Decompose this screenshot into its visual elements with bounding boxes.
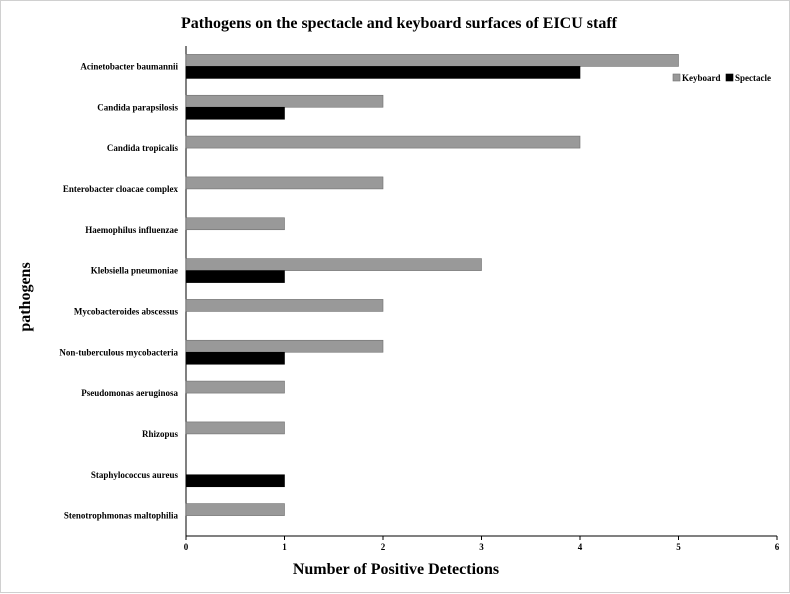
bar-keyboard-enterobacter-cloacae-complex — [185, 176, 384, 190]
category-label-stenotrophmonas-maltophilia: Stenotrophmonas maltophilia — [64, 511, 179, 521]
x-axis-ticks: 0 1 2 3 4 5 6 — [184, 536, 780, 552]
legend-swatch-keyboard — [672, 73, 681, 82]
category-label-haemophilus-influenzae: Haemophilus influenzae — [85, 225, 178, 235]
legend-label-keyboard: Keyboard — [682, 73, 721, 83]
bar-keyboard-acinetobacter-baumannii — [185, 54, 679, 67]
x-tick-label-6: 6 — [775, 542, 780, 552]
bar-keyboard-rhizopus — [185, 421, 285, 435]
category-labels: Acinetobacter baumannii Candida parapsilo… — [59, 61, 178, 520]
bar-keyboard-non-tuberculous-mycobacteria — [185, 339, 384, 353]
legend-label-spectacle: Spectacle — [735, 73, 771, 83]
category-label-non-tuberculous-mycobacteria: Non-tuberculous mycobacteria — [59, 347, 178, 357]
bar-spectacle-klebsiella-pneumoniae — [185, 270, 285, 283]
bar-keyboard-haemophilus-influenzae — [185, 217, 285, 231]
category-label-acinetobacter-baumannii: Acinetobacter baumannii — [80, 61, 178, 71]
bars-group — [185, 54, 679, 516]
category-label-candida-parapsilosis: Candida parapsilosis — [97, 102, 178, 112]
y-axis-title: pathogens — [17, 262, 34, 331]
x-tick-label-2: 2 — [381, 542, 386, 552]
x-tick-label-3: 3 — [479, 542, 484, 552]
x-tick-label-5: 5 — [676, 542, 681, 552]
category-label-candida-tropicalis: Candida tropicalis — [107, 143, 179, 153]
category-label-rhizopus: Rhizopus — [142, 429, 179, 439]
x-tick-label-4: 4 — [578, 542, 583, 552]
x-tick-label-1: 1 — [282, 542, 287, 552]
bar-spectacle-candida-parapsilosis — [185, 106, 285, 120]
bar-keyboard-candida-tropicalis — [185, 135, 581, 149]
category-label-mycobacteroides-abscessus: Mycobacteroides abscessus — [74, 306, 179, 316]
bar-spectacle-acinetobacter-baumannii — [185, 66, 581, 79]
bar-keyboard-stenotrophmonas-maltophilia — [185, 503, 285, 516]
bar-spectacle-staphylococcus-aureus — [185, 474, 285, 488]
x-axis-title: Number of Positive Detections — [293, 561, 499, 578]
bar-keyboard-mycobacteroides-abscessus — [185, 299, 384, 312]
chart-title: Pathogens on the spectacle and keyboard … — [181, 15, 618, 32]
x-tick-label-0: 0 — [184, 542, 189, 552]
bar-spectacle-non-tuberculous-mycobacteria — [185, 351, 285, 365]
bar-keyboard-candida-parapsilosis — [185, 94, 384, 108]
bar-keyboard-klebsiella-pneumoniae — [185, 258, 482, 271]
category-label-klebsiella-pneumoniae: Klebsiella pneumoniae — [91, 266, 178, 276]
category-label-pseudomonas-aeruginosa: Pseudomonas aeruginosa — [81, 388, 178, 398]
category-label-enterobacter-cloacae-complex: Enterobacter cloacae complex — [63, 184, 179, 194]
category-label-staphylococcus-aureus: Staphylococcus aureus — [91, 470, 179, 480]
legend-swatch-spectacle — [725, 73, 734, 82]
bar-keyboard-pseudomonas-aeruginosa — [185, 380, 285, 394]
legend: Keyboard Spectacle — [672, 73, 771, 83]
